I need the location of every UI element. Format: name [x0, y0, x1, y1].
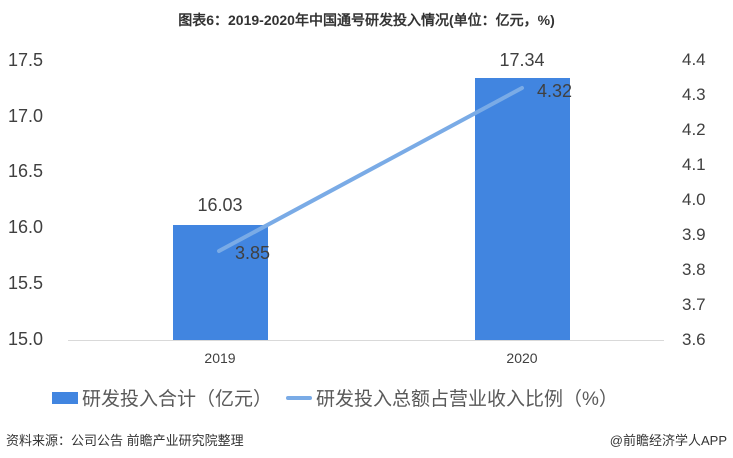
x-tick: 2020	[506, 350, 538, 366]
line-value-label: 3.85	[235, 243, 271, 263]
bar-2020	[475, 78, 570, 340]
legend: 研发投入合计（亿元） 研发投入总额占营业收入比例（%）	[52, 384, 618, 411]
y-right-tick: 4.4	[682, 50, 706, 69]
y-left-tick: 17.0	[8, 106, 44, 126]
bar-value-label: 17.34	[499, 50, 545, 70]
y-right-tick: 3.6	[682, 330, 706, 349]
legend-bar-swatch	[52, 391, 78, 404]
bar-2019	[173, 225, 268, 340]
y-right-tick: 4.0	[682, 190, 706, 209]
y-left-tick: 16.5	[8, 161, 44, 181]
bar-value-label: 16.03	[197, 195, 243, 215]
y-right-tick: 4.3	[682, 85, 706, 104]
x-axis-line	[68, 340, 664, 341]
line-value-label: 4.32	[537, 81, 573, 101]
legend-line-label: 研发投入总额占营业收入比例（%）	[316, 389, 618, 410]
y-right-tick: 4.1	[682, 155, 706, 174]
credit-note: @前瞻经济学人APP	[609, 433, 727, 448]
legend-bar-label: 研发投入合计（亿元）	[82, 389, 273, 410]
y-right-tick: 3.8	[682, 260, 706, 279]
chart-title: 图表6：2019-2020年中国通号研发投入情况(单位：亿元，%)	[178, 12, 555, 28]
y-left-tick: 17.5	[8, 50, 44, 70]
y-left-tick: 16.0	[8, 217, 44, 237]
y-right-tick: 4.2	[682, 120, 706, 139]
y-left-tick: 15.0	[8, 329, 44, 349]
y-right-tick: 3.9	[682, 225, 706, 244]
legend-line-swatch	[286, 395, 313, 400]
y-right-tick: 3.7	[682, 295, 706, 314]
source-note: 资料来源：公司公告 前瞻产业研究院整理	[6, 433, 244, 448]
x-tick: 2019	[204, 350, 236, 366]
y-left-tick: 15.5	[8, 273, 44, 293]
